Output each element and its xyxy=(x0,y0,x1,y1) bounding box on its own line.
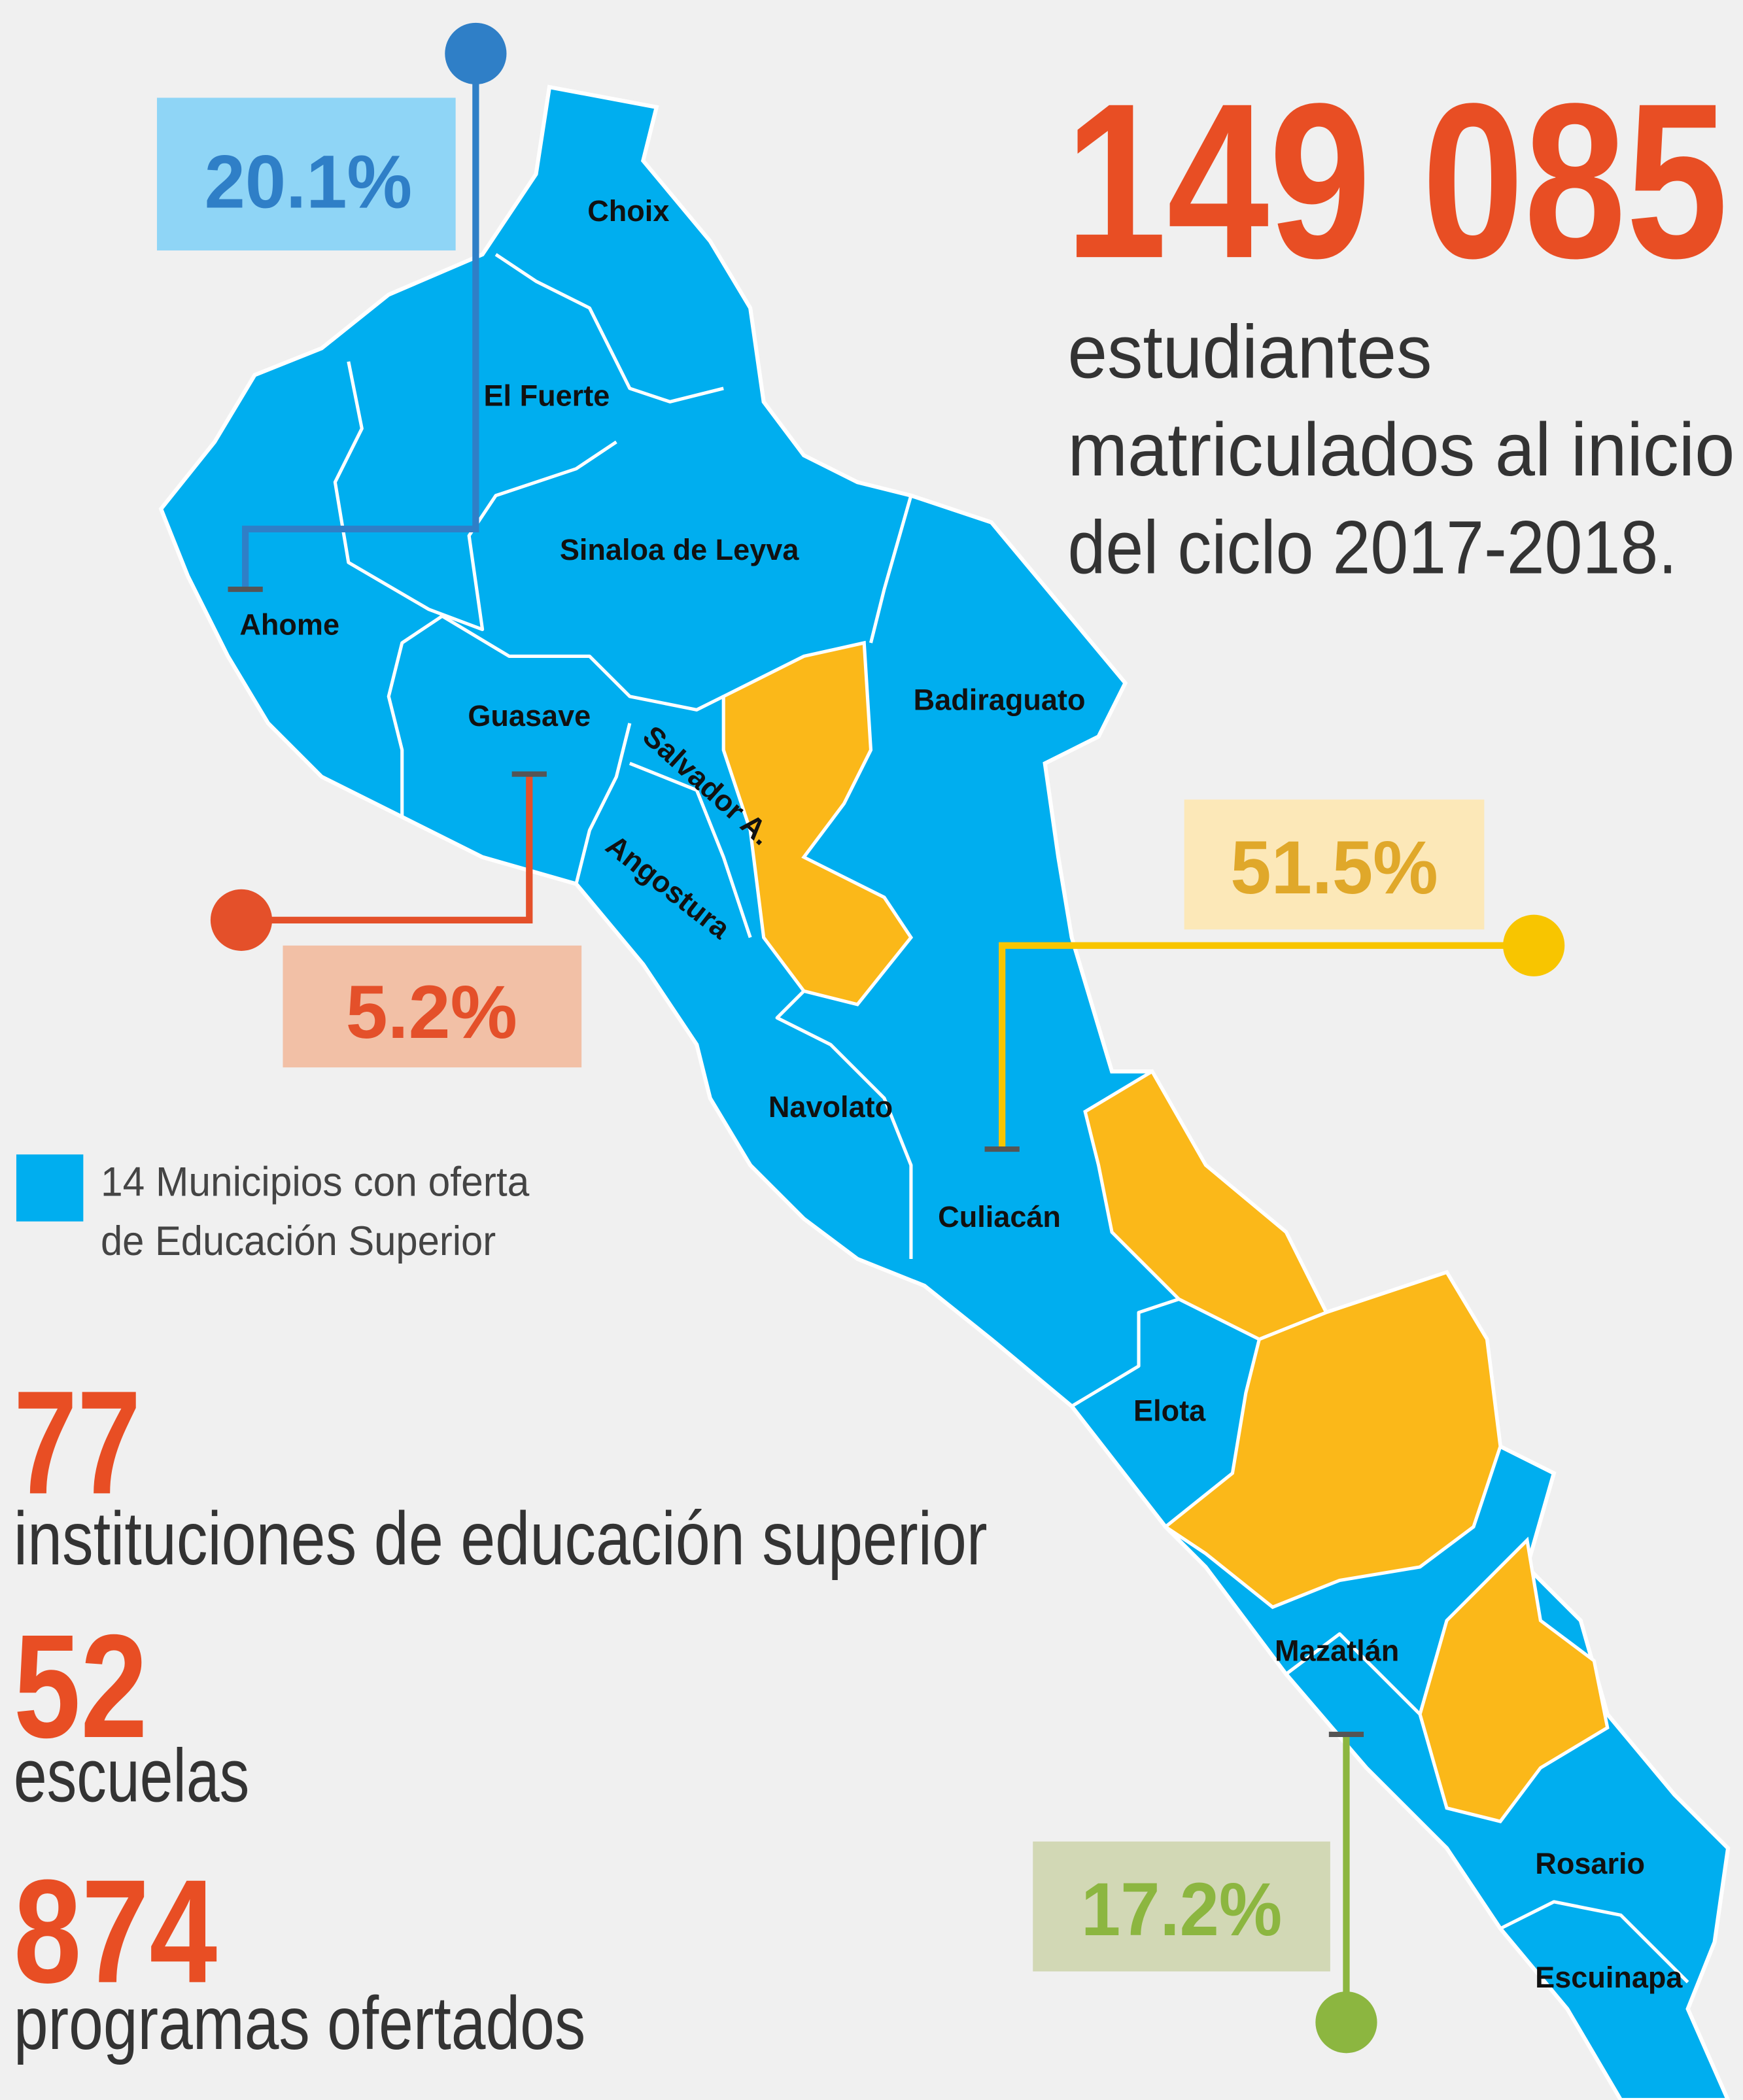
municipality-label: Choix xyxy=(587,194,669,228)
border xyxy=(869,494,913,644)
border xyxy=(1071,1297,1180,1408)
municipality-label: Navolato xyxy=(768,1090,893,1124)
municipality-label: Escuinapa xyxy=(1535,1961,1683,1994)
municipality-label: Guasave xyxy=(468,699,591,732)
border xyxy=(574,723,632,885)
border xyxy=(1499,1900,1689,1984)
callout-box xyxy=(283,945,582,1068)
municipality-label: Culiacán xyxy=(938,1200,1061,1233)
callout-box xyxy=(1184,799,1485,930)
stat-number: 874 xyxy=(14,1849,217,2014)
region-no-offer xyxy=(1162,1270,1502,1609)
leader-line xyxy=(241,774,533,923)
leader-line xyxy=(242,53,479,590)
leader-line xyxy=(999,942,1534,1150)
municipality-label: Badiraguato xyxy=(914,683,1086,716)
callout-label: 17.2% xyxy=(1081,1868,1282,1952)
stat-number: 52 xyxy=(14,1604,148,1768)
callout-box xyxy=(156,97,456,250)
callout: 17.2% xyxy=(1033,1731,1377,2054)
callout-label: 20.1% xyxy=(205,140,412,224)
headline-number: 149 085 xyxy=(1065,57,1728,304)
legend-text: 14 Municipios con oferta xyxy=(101,1160,530,1205)
callout-label: 51.5% xyxy=(1230,826,1438,910)
border xyxy=(441,614,725,712)
callout-dot xyxy=(1315,1991,1377,2054)
callout-box xyxy=(1033,1841,1330,1972)
municipality-label: Elota xyxy=(1133,1394,1206,1428)
map: Choix El Fuerte Ahome Sinaloa de Leyva G… xyxy=(158,84,1731,2100)
municipality-label: Mazatlán xyxy=(1275,1634,1399,1667)
municipality-label: Ahome xyxy=(239,608,339,642)
callout: 20.1% xyxy=(156,22,507,593)
headline-text: estudiantes xyxy=(1068,310,1432,394)
municipality-label: Sinaloa de Leyva xyxy=(560,533,799,566)
callout-dot xyxy=(445,22,507,85)
legend-swatch xyxy=(16,1154,84,1222)
border xyxy=(629,761,752,938)
stat-number: 77 xyxy=(14,1360,141,1524)
callout-label: 5.2% xyxy=(346,971,517,1054)
border xyxy=(1285,1632,1421,1716)
border xyxy=(333,361,617,632)
callout-dot xyxy=(1503,914,1565,976)
stat-label: escuelas xyxy=(14,1734,249,1817)
callout: 5.2% xyxy=(210,771,582,1068)
region-no-offer xyxy=(721,640,914,1007)
callout: 51.5% xyxy=(984,799,1565,1152)
border xyxy=(387,614,443,818)
callout-dot xyxy=(210,889,273,951)
border xyxy=(494,252,724,404)
headline-text: del ciclo 2017-2018. xyxy=(1068,506,1678,589)
border xyxy=(775,990,913,1259)
municipality-label: El Fuerte xyxy=(484,379,610,412)
stat-label: instituciones de educación superior xyxy=(14,1497,988,1581)
legend-text: de Educación Superior xyxy=(101,1218,496,1264)
stat-label: programas ofertados xyxy=(14,1982,585,2065)
municipality-label: Rosario xyxy=(1535,1847,1645,1880)
region-no-offer xyxy=(1418,1536,1610,1823)
headline-text: matriculados al inicio xyxy=(1068,408,1735,492)
